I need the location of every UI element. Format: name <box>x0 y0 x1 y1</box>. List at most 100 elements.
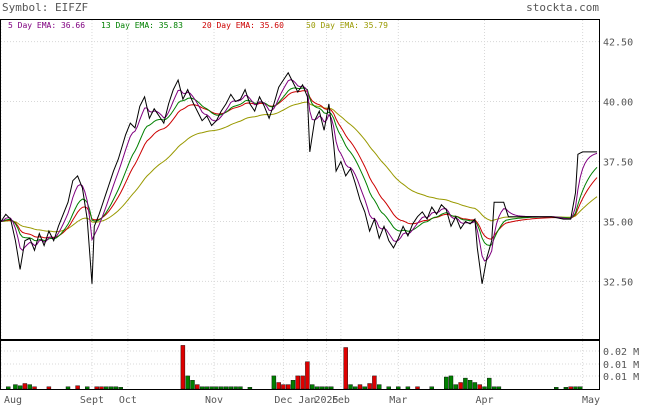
legend-entry-4: 50 Day EMA: 35.79 <box>306 21 388 30</box>
volume-bar <box>343 347 348 390</box>
price-panel-frame <box>0 19 600 340</box>
volume-bar <box>405 386 411 390</box>
volume-bar <box>362 386 367 390</box>
volume-bar <box>329 386 334 390</box>
volume-bar <box>357 384 363 390</box>
date-tick-label: Nov <box>205 395 223 406</box>
volume-bar <box>482 386 487 390</box>
volume-bar <box>463 377 468 390</box>
symbol-label: Symbol: EIFZF <box>2 1 88 14</box>
volume-bar <box>568 386 573 390</box>
volume-bar <box>444 376 449 390</box>
date-tick-label: Mar <box>389 395 407 406</box>
brand-label: stockta.com <box>526 1 599 14</box>
date-tick-label: Aug <box>4 395 22 406</box>
volume-bar <box>233 386 238 390</box>
price-tick-label: 37.50 <box>603 158 633 169</box>
volume-panel-frame <box>0 340 600 390</box>
volume-bar <box>65 386 71 390</box>
price-tick-label: 35.00 <box>603 217 633 228</box>
price-line <box>0 71 597 284</box>
volume-bar <box>324 386 329 390</box>
ema-lines <box>0 79 598 262</box>
volume-bar <box>75 385 80 390</box>
volume-bar <box>477 384 482 390</box>
volume-bar <box>204 386 210 390</box>
volume-bar <box>218 386 224 390</box>
volume-bar <box>487 377 492 390</box>
volume-bar <box>386 386 391 390</box>
volume-bar <box>199 386 205 390</box>
volume-bar <box>467 380 473 390</box>
volume-bar <box>214 386 219 390</box>
volume-bar <box>319 386 324 390</box>
volume-bar <box>104 386 109 390</box>
volume-bar <box>17 385 23 390</box>
date-tick-label: Jan <box>298 395 316 406</box>
date-tick-label: 2025 <box>314 395 338 406</box>
price-tick-label: 42.50 <box>603 38 633 49</box>
volume-axis: 0.01 M0.01 M 0.02 M <box>603 347 639 383</box>
price-axis: 32.50 35.00 37.50 40.00 42.50 <box>603 38 633 289</box>
volume-bar <box>108 386 114 390</box>
date-tick-label: Feb <box>332 395 350 406</box>
date-tick-label: May <box>582 395 600 406</box>
volume-bar <box>113 386 119 390</box>
volume-bar <box>185 375 190 390</box>
volume-bar <box>27 384 32 390</box>
volume-tick-label: 0.01 M <box>603 372 639 383</box>
volume-bar <box>415 386 420 390</box>
volume-bar <box>195 384 200 390</box>
volume-bar <box>453 384 458 390</box>
volume-bar <box>314 386 320 390</box>
volume-bar <box>180 345 186 390</box>
volume-bar <box>353 386 358 390</box>
volume-bar <box>348 384 353 390</box>
volume-bar <box>271 375 277 390</box>
volume-bar <box>84 386 90 390</box>
volume-bar <box>396 386 401 390</box>
volume-bar <box>290 380 296 390</box>
volume-tick-label: 0.01 M <box>603 360 639 371</box>
volume-bar <box>472 382 478 390</box>
date-tick-label: Oct <box>119 395 137 406</box>
legend-entry-3: 20 Day EMA: 35.60 <box>202 21 284 30</box>
volume-bar <box>573 386 578 390</box>
volume-bars <box>5 345 583 390</box>
volume-grid <box>1 350 599 377</box>
volume-bar <box>13 384 18 390</box>
date-tick-label: Dec <box>274 395 292 406</box>
ema-legend: 5 Day EMA: 36.66 13 Day EMA: 35.83 20 Day … <box>8 21 388 30</box>
volume-bar <box>429 386 434 390</box>
volume-bar <box>190 380 195 390</box>
volume-bar <box>300 375 305 390</box>
volume-bar <box>118 387 123 390</box>
volume-bar <box>367 383 372 390</box>
volume-bar <box>228 386 234 390</box>
legend-entry-2: 13 Day EMA: 35.83 <box>101 21 183 30</box>
volume-bar <box>372 375 377 390</box>
volume-bar <box>295 375 300 390</box>
volume-bar <box>281 384 286 390</box>
price-tick-label: 40.00 <box>603 98 633 109</box>
volume-bar <box>5 386 11 390</box>
volume-bar <box>554 387 559 390</box>
volume-bar <box>94 386 99 390</box>
volume-bar <box>209 386 214 390</box>
date-tick-label: Sept <box>80 395 104 406</box>
volume-bar <box>286 384 291 390</box>
legend-entry-1: 5 Day EMA: 36.66 <box>8 21 85 30</box>
volume-bar <box>305 361 310 390</box>
volume-bar <box>578 386 583 390</box>
volume-bar <box>247 387 253 390</box>
volume-bar <box>377 384 382 390</box>
volume-bar <box>458 382 463 390</box>
volume-bar <box>22 383 28 390</box>
volume-bar <box>491 386 497 390</box>
volume-tick-label: 0.02 M <box>603 347 639 358</box>
volume-bar <box>99 386 104 390</box>
volume-bar <box>496 386 502 390</box>
volume-bar <box>238 386 243 390</box>
